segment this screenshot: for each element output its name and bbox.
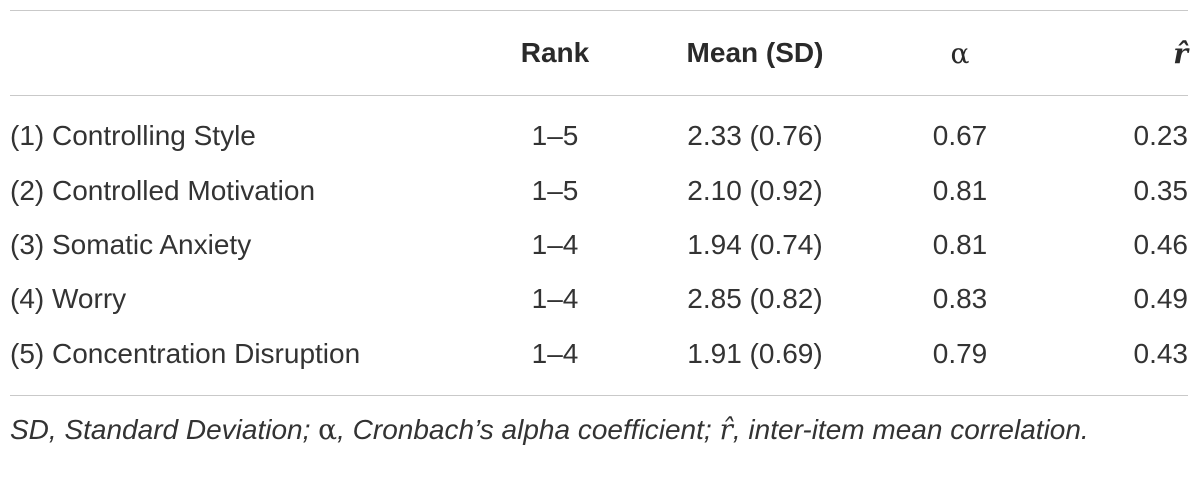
table-row: (5) Concentration Disruption 1–4 1.91 (0.6… xyxy=(10,327,1188,381)
cell-mean-sd: 1.91 (0.69) xyxy=(687,337,823,369)
footnote-part-3: , inter-item mean correlation. xyxy=(732,413,1089,445)
top-rule xyxy=(10,10,1188,11)
cell-mean-sd: 1.94 (0.74) xyxy=(687,228,823,260)
cell-mean-sd: 2.10 (0.92) xyxy=(687,174,823,206)
cell-mean-sd: 2.33 (0.76) xyxy=(687,120,823,152)
header-rank: Rank xyxy=(520,37,590,68)
cell-label: (4) Worry xyxy=(10,283,127,315)
table-footnote: SD, Standard Deviation; α, Cronbach’s al… xyxy=(10,410,1188,450)
cell-rank: 1–4 xyxy=(531,337,579,369)
table-row: (2) Controlled Motivation 1–5 2.10 (0.92) 0… xyxy=(10,163,1188,217)
header-r-hat: r̂ xyxy=(1173,36,1188,70)
header-alpha: α xyxy=(950,36,970,70)
cell-label: (5) Concentration Disruption xyxy=(10,337,361,369)
footnote-part-1: SD, Standard Deviation; xyxy=(10,413,319,445)
table-row: (3) Somatic Anxiety 1–4 1.94 (0.74) 0.81 0.4… xyxy=(10,218,1188,272)
footnote-r-symbol: r̂ xyxy=(719,412,733,446)
cell-alpha: 0.81 xyxy=(932,228,988,260)
cell-rank: 1–4 xyxy=(531,283,579,315)
table-row: (1) Controlling Style 1–5 2.33 (0.76) 0.67 0… xyxy=(10,109,1188,163)
header-rule xyxy=(10,95,1188,96)
cell-alpha: 0.79 xyxy=(932,337,988,369)
cell-r-hat: 0.23 xyxy=(1133,120,1189,152)
cell-mean-sd: 2.85 (0.82) xyxy=(687,283,823,315)
footnote-part-2: , Cronbach’s alpha coefficient; xyxy=(337,413,720,445)
descriptive-statistics-table: Rank Mean (SD) α r̂ xyxy=(10,11,1188,95)
cell-alpha: 0.67 xyxy=(932,120,988,152)
header-label xyxy=(10,11,480,95)
cell-r-hat: 0.46 xyxy=(1133,228,1189,260)
footnote-alpha-symbol: α xyxy=(318,412,338,446)
cell-r-hat: 0.49 xyxy=(1133,283,1189,315)
header-mean-sd: Mean (SD) xyxy=(686,37,824,68)
cell-rank: 1–4 xyxy=(531,228,579,260)
cell-r-hat: 0.43 xyxy=(1133,337,1189,369)
cell-alpha: 0.83 xyxy=(932,283,988,315)
cell-label: (1) Controlling Style xyxy=(10,120,256,152)
table-row: (4) Worry 1–4 2.85 (0.82) 0.83 0.49 xyxy=(10,272,1188,326)
cell-label: (2) Controlled Motivation xyxy=(10,174,316,206)
cell-r-hat: 0.35 xyxy=(1133,174,1189,206)
cell-rank: 1–5 xyxy=(531,120,579,152)
table-body: (1) Controlling Style 1–5 2.33 (0.76) 0.67 0… xyxy=(10,109,1188,381)
data-table-container: Rank Mean (SD) α r̂ (1) Controlling Styl… xyxy=(10,10,1188,450)
bottom-rule xyxy=(10,394,1188,396)
cell-alpha: 0.81 xyxy=(932,174,988,206)
header-row: Rank Mean (SD) α r̂ xyxy=(10,11,1188,95)
cell-rank: 1–5 xyxy=(531,174,579,206)
cell-label: (3) Somatic Anxiety xyxy=(10,228,252,260)
